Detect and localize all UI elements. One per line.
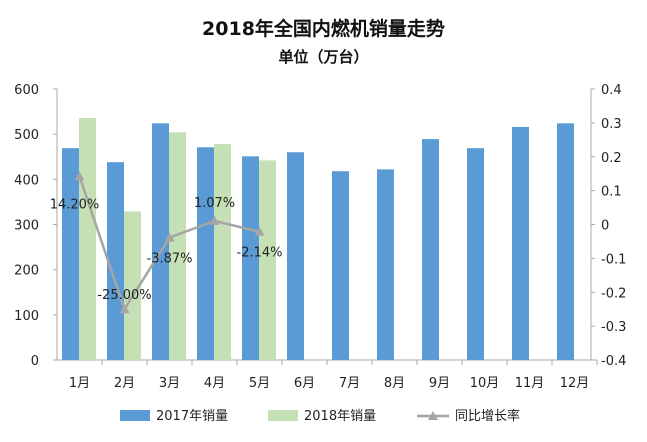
bar-2017 — [107, 162, 124, 360]
growth-data-label: -25.00% — [97, 288, 151, 303]
y2-tick-label: 0 — [601, 219, 609, 234]
x-tick-label: 10月 — [470, 376, 500, 391]
y-tick-label: 100 — [14, 309, 39, 324]
bar-2017 — [287, 152, 304, 360]
growth-marker — [74, 171, 85, 181]
bar-2017 — [557, 123, 574, 361]
y-tick-label: 600 — [14, 83, 39, 98]
y-tick-label: 400 — [14, 173, 39, 188]
x-tick-label: 2月 — [114, 376, 135, 391]
x-tick-label: 7月 — [339, 376, 360, 391]
growth-marker — [119, 304, 130, 314]
legend-swatch-2018 — [268, 410, 298, 421]
growth-data-label: 1.07% — [194, 196, 235, 211]
growth-data-label: 14.20% — [50, 197, 100, 212]
x-tick-label: 6月 — [294, 376, 315, 391]
x-tick-label: 8月 — [384, 376, 405, 391]
bar-2017 — [422, 139, 439, 360]
bar-2017 — [332, 171, 349, 360]
bar-2017 — [467, 148, 484, 360]
growth-data-label: -3.87% — [147, 252, 193, 267]
bar-2017 — [197, 147, 214, 360]
y-tick-label: 300 — [14, 219, 39, 234]
x-tick-label: 1月 — [69, 376, 90, 391]
bar-2018 — [259, 160, 276, 360]
growth-marker — [254, 226, 265, 236]
x-tick-label: 5月 — [249, 376, 270, 391]
y2-tick-label: -0.4 — [601, 354, 626, 369]
y2-tick-label: -0.3 — [601, 320, 626, 335]
legend-label: 2017年销量 — [156, 409, 228, 424]
legend-swatch-2017 — [120, 410, 150, 421]
chart-subtitle: 单位（万台） — [278, 48, 369, 66]
y2-tick-label: 0.4 — [601, 83, 622, 98]
x-tick-label: 3月 — [159, 376, 180, 391]
y-tick-label: 200 — [14, 264, 39, 279]
growth-marker — [164, 232, 175, 242]
y2-tick-label: -0.2 — [601, 286, 626, 301]
x-tick-label: 4月 — [204, 376, 225, 391]
growth-marker — [209, 215, 220, 225]
y2-tick-label: 0.2 — [601, 151, 622, 166]
legend-label: 同比增长率 — [455, 408, 520, 424]
y-tick-label: 500 — [14, 128, 39, 143]
bar-2018 — [79, 117, 96, 360]
bar-2018 — [169, 132, 186, 360]
bar-2018 — [124, 211, 141, 360]
legend-marker-icon — [428, 411, 438, 420]
y-tick-label: 0 — [31, 354, 39, 369]
bar-2017 — [62, 148, 79, 360]
bar-2017 — [242, 156, 259, 360]
x-tick-label: 9月 — [429, 376, 450, 391]
bar-2017 — [512, 126, 529, 360]
bar-2017 — [377, 169, 394, 360]
y2-tick-label: 0.1 — [601, 185, 622, 200]
y2-tick-label: -0.1 — [601, 252, 626, 267]
x-tick-label: 12月 — [560, 376, 590, 391]
bar-2017 — [152, 123, 169, 361]
bar-2018 — [214, 144, 231, 360]
growth-data-label: -2.14% — [237, 246, 283, 261]
y2-tick-label: 0.3 — [601, 117, 622, 132]
chart-title: 2018年全国内燃机销量走势 — [202, 18, 445, 40]
x-tick-label: 11月 — [515, 376, 545, 391]
legend-label: 2018年销量 — [304, 409, 376, 424]
